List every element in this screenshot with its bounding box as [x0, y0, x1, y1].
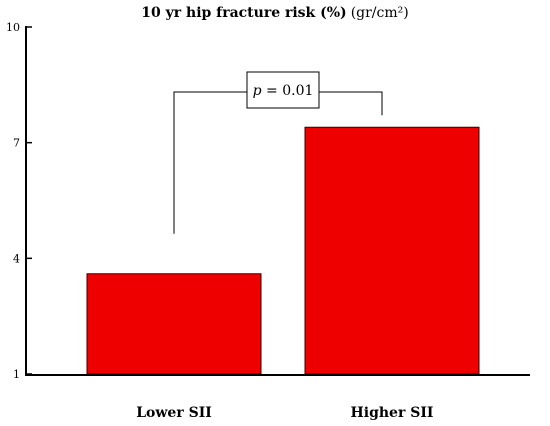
x-category-labels: Lower SII Higher SII — [136, 405, 433, 421]
bar-higher-sii — [304, 126, 480, 375]
bar-lower-sii — [86, 273, 262, 375]
y-tick-label: 1 — [13, 368, 20, 381]
y-ticks: 1 4 7 10 — [6, 21, 32, 381]
chart-title-main: 10 yr hip fracture risk (%) — [141, 5, 346, 21]
p-value-number: = 0.01 — [262, 83, 314, 99]
y-tick-label: 7 — [13, 137, 20, 150]
x-tick-label: Lower SII — [136, 405, 212, 421]
significance-bracket-left — [173, 91, 247, 234]
x-tick-label: Higher SII — [351, 405, 434, 421]
p-value-symbol: p — [253, 83, 262, 99]
p-value-label: p = 0.01 — [253, 83, 314, 99]
significance-bracket-right — [319, 91, 383, 116]
significance-annotation: p = 0.01 — [173, 71, 383, 234]
y-tick-label: 4 — [13, 252, 20, 265]
bars-layer — [86, 126, 480, 375]
p-value-box — [246, 71, 320, 109]
chart-title: 10 yr hip fracture risk (%) (gr/cm²) — [141, 5, 408, 21]
y-tick-label: 10 — [6, 21, 20, 34]
chart-title-unit: (gr/cm²) — [351, 5, 409, 21]
